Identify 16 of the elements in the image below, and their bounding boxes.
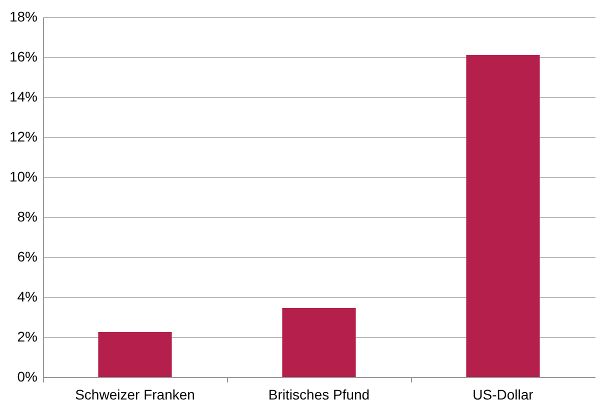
y-tick-label: 6%	[17, 248, 38, 264]
y-tick-label: 0%	[17, 368, 38, 384]
y-tick-label: 2%	[17, 328, 38, 344]
x-tick-label: Schweizer Franken	[75, 386, 195, 402]
y-tick-label: 8%	[17, 208, 38, 224]
y-tick-label: 10%	[9, 168, 38, 184]
y-tick-label: 12%	[9, 128, 38, 144]
x-tick-label: US-Dollar	[472, 386, 534, 402]
bar	[466, 55, 540, 377]
x-tick-label: Britisches Pfund	[268, 386, 370, 402]
y-tick-label: 4%	[17, 288, 38, 304]
bar	[282, 308, 356, 377]
y-tick-label: 14%	[9, 88, 38, 104]
y-tick-label: 16%	[9, 48, 38, 64]
y-tick-label: 18%	[9, 8, 38, 24]
bar	[98, 332, 172, 377]
